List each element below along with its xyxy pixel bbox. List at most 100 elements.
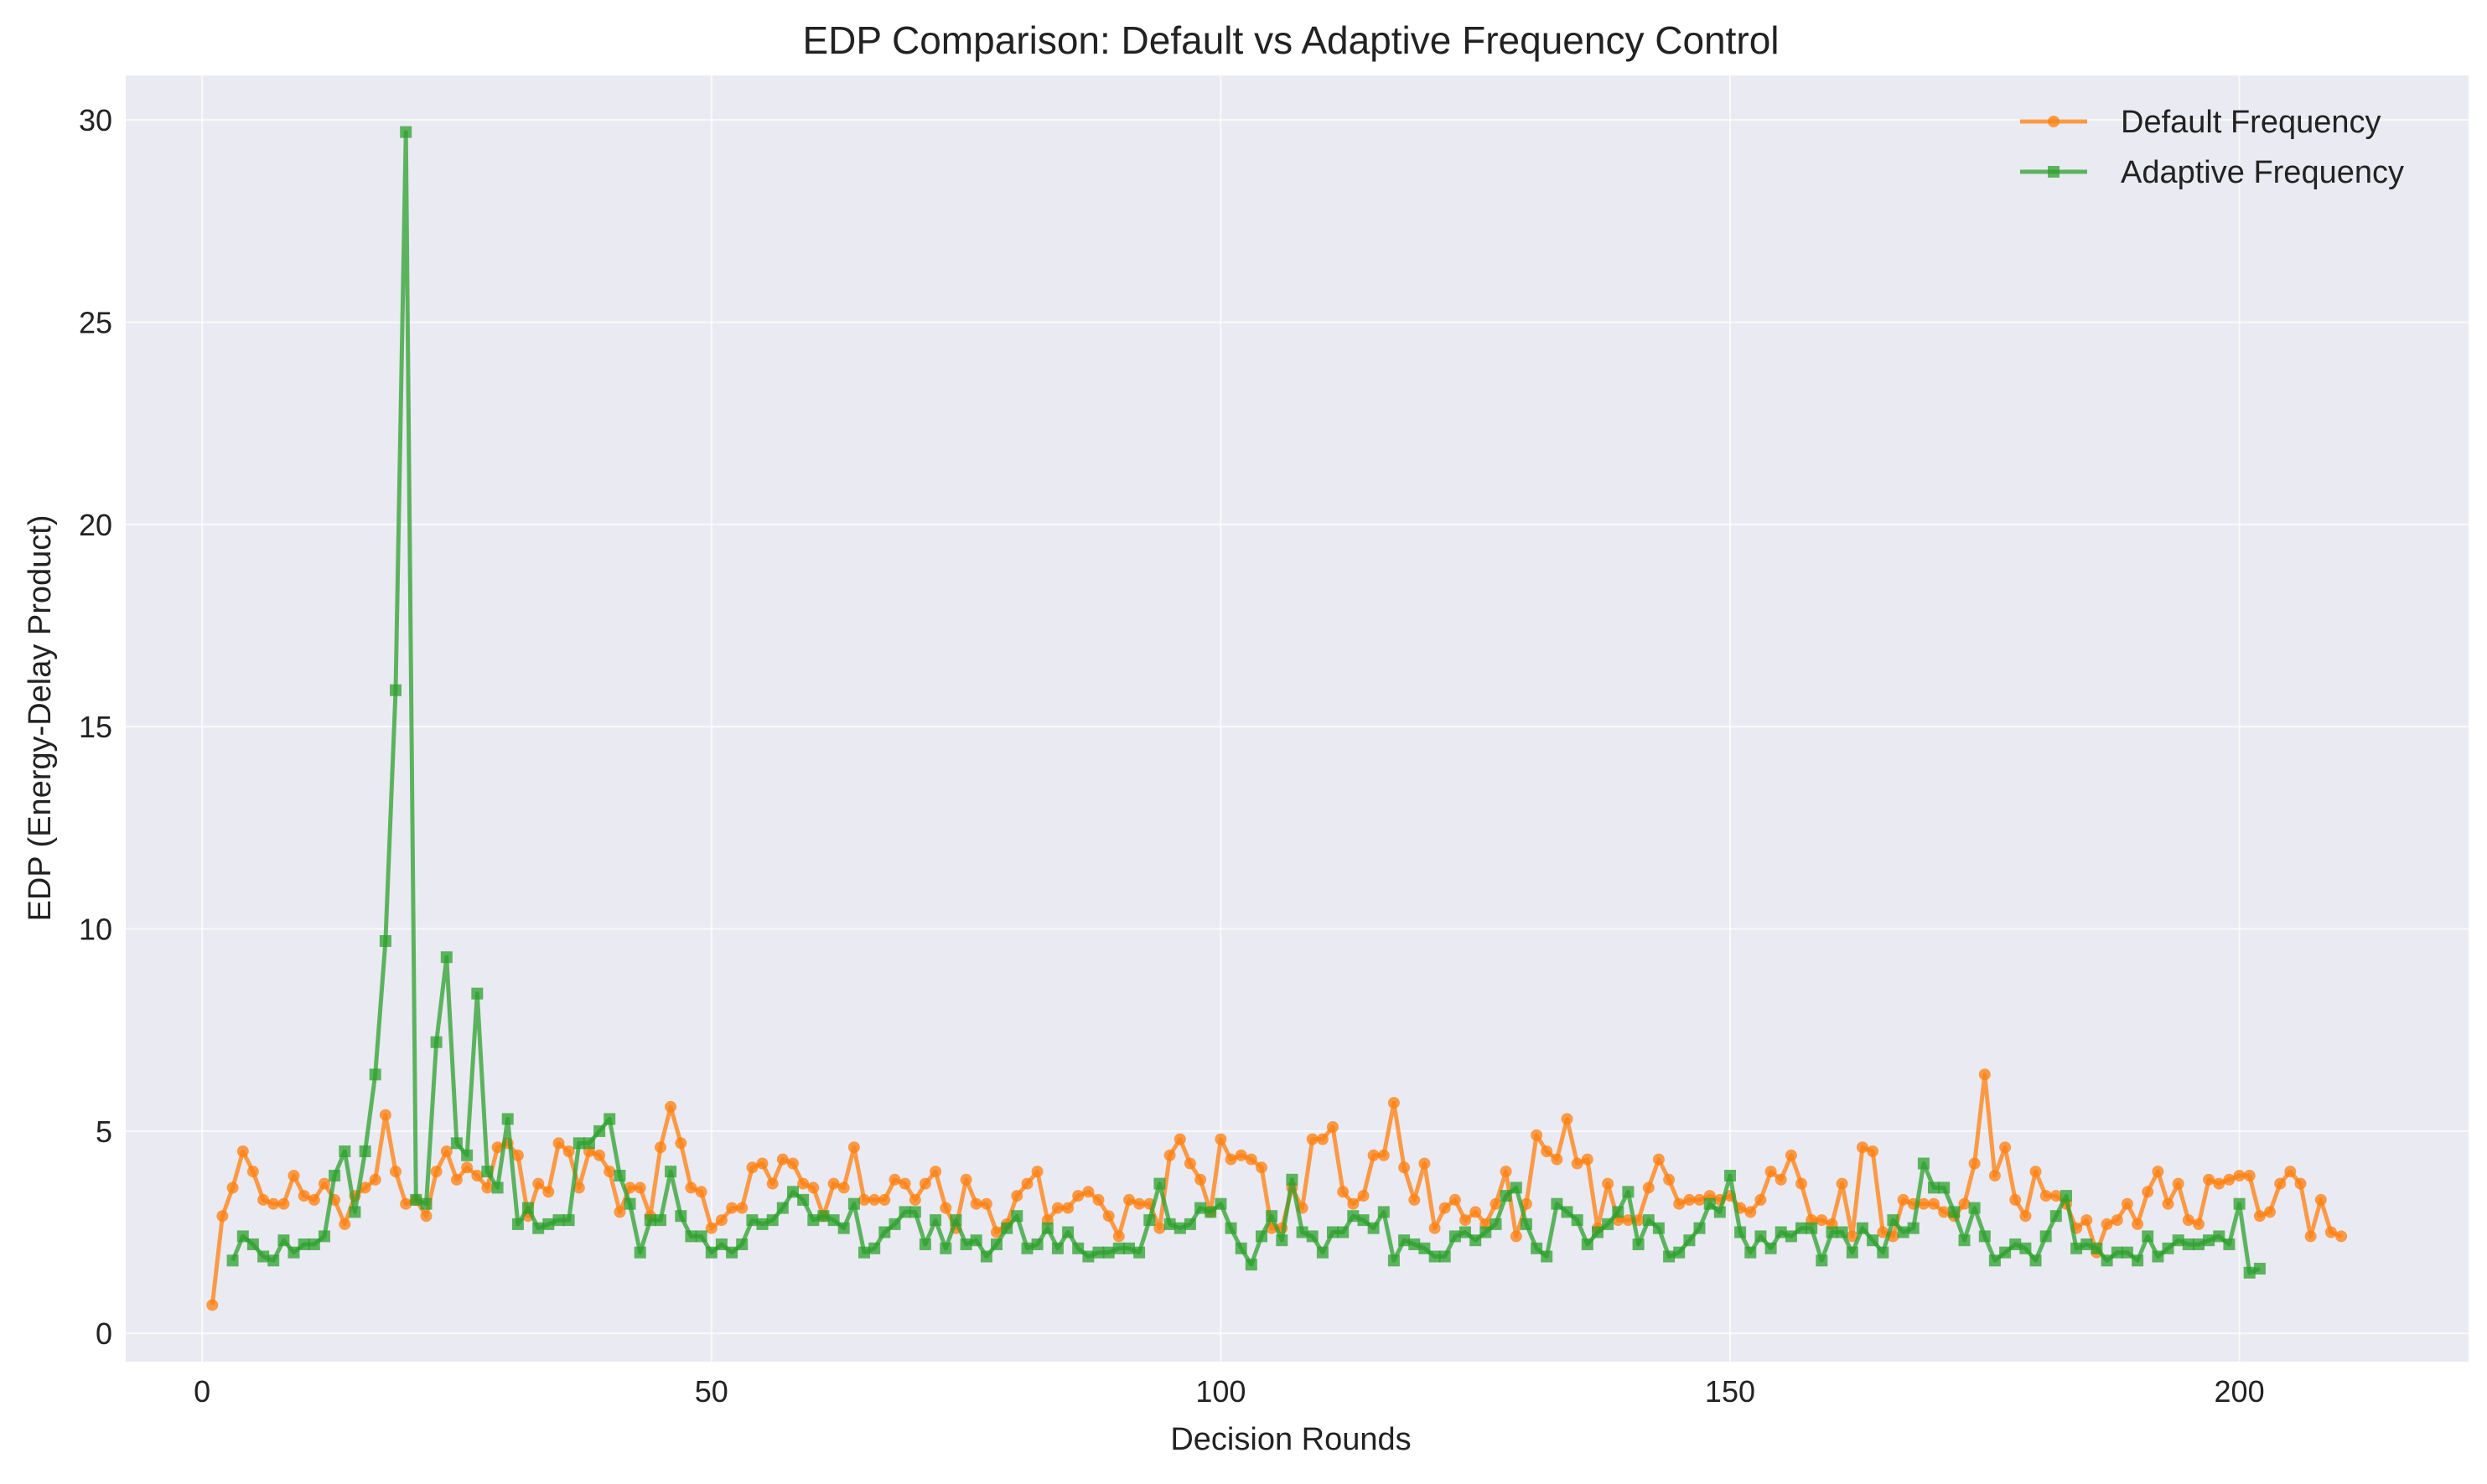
data-point-adaptive [532, 1222, 545, 1234]
data-point-adaptive [1051, 1242, 1064, 1254]
data-point-adaptive [675, 1210, 687, 1223]
data-point-adaptive [2070, 1242, 2083, 1254]
data-point-default [2172, 1177, 2184, 1190]
data-point-adaptive [2019, 1242, 2032, 1254]
data-point-default [634, 1182, 646, 1194]
data-point-adaptive [1428, 1250, 1441, 1263]
data-point-default [1988, 1170, 2001, 1182]
y-tick-label: 15 [79, 710, 112, 744]
data-point-adaptive [1327, 1226, 1339, 1238]
data-point-default [1764, 1166, 1777, 1178]
data-point-default [1082, 1186, 1095, 1198]
data-point-adaptive [2009, 1238, 2022, 1250]
data-point-default [1337, 1186, 1350, 1198]
data-point-adaptive [930, 1214, 942, 1227]
data-point-adaptive [2243, 1266, 2256, 1279]
data-point-adaptive [349, 1206, 361, 1218]
data-point-adaptive [277, 1234, 290, 1247]
data-point-adaptive [634, 1246, 646, 1259]
data-point-default [991, 1226, 1003, 1238]
data-point-adaptive [491, 1182, 504, 1194]
data-point-adaptive [298, 1238, 310, 1250]
data-point-default [319, 1177, 330, 1190]
data-point-default [1469, 1206, 1482, 1218]
data-point-default [909, 1193, 921, 1206]
data-point-adaptive [1133, 1246, 1146, 1259]
data-point-default [776, 1153, 789, 1166]
data-point-adaptive [827, 1214, 840, 1227]
data-point-default [2039, 1190, 2052, 1202]
data-point-default [1174, 1133, 1186, 1145]
data-point-default [665, 1100, 677, 1113]
data-point-adaptive [379, 935, 391, 947]
data-point-default [379, 1109, 391, 1121]
y-tick-label: 10 [79, 913, 112, 947]
data-point-default [1531, 1129, 1543, 1141]
plot-area [126, 75, 2469, 1362]
data-point-adaptive [583, 1137, 595, 1150]
data-point-adaptive [1836, 1226, 1848, 1238]
data-point-adaptive [1917, 1157, 1930, 1170]
data-point-default [1541, 1145, 1553, 1157]
data-point-adaptive [1102, 1246, 1115, 1259]
data-point-default [899, 1177, 911, 1190]
data-point-default [2223, 1173, 2236, 1186]
y-axis-title: EDP (Energy-Delay Product) [23, 514, 58, 921]
data-point-adaptive [2080, 1238, 2093, 1250]
data-point-default [1367, 1149, 1380, 1161]
data-point-adaptive [1683, 1234, 1696, 1247]
data-point-adaptive [787, 1186, 799, 1198]
data-point-default [471, 1170, 484, 1182]
data-point-adaptive [1153, 1177, 1166, 1190]
data-point-adaptive [1286, 1173, 1298, 1186]
data-point-adaptive [2091, 1242, 2103, 1254]
data-point-adaptive [970, 1234, 982, 1247]
legend-item-adaptive-frequency: Adaptive Frequency [2020, 155, 2404, 190]
data-point-default [655, 1141, 666, 1154]
data-point-adaptive [2193, 1238, 2205, 1250]
data-point-adaptive [1347, 1210, 1360, 1223]
data-point-adaptive [226, 1254, 239, 1267]
data-point-adaptive [1968, 1202, 1981, 1214]
data-point-default [450, 1173, 463, 1186]
data-point-adaptive [593, 1125, 606, 1137]
data-point-adaptive [562, 1214, 575, 1227]
data-point-default [1785, 1149, 1797, 1161]
data-point-adaptive [847, 1197, 860, 1210]
x-tick-label: 0 [194, 1374, 210, 1409]
data-point-adaptive [685, 1230, 697, 1243]
data-point-adaptive [1612, 1206, 1624, 1218]
data-point-adaptive [1418, 1242, 1431, 1254]
data-point-default [827, 1177, 840, 1190]
data-point-adaptive [1276, 1234, 1288, 1247]
data-point-default [1500, 1166, 1512, 1178]
data-point-adaptive [736, 1238, 749, 1250]
data-point-adaptive [756, 1218, 769, 1230]
data-point-default [1062, 1202, 1075, 1214]
data-point-adaptive [2213, 1230, 2225, 1243]
data-point-adaptive [1988, 1254, 2001, 1267]
data-point-adaptive [1744, 1246, 1757, 1259]
data-point-default [695, 1186, 707, 1198]
data-point-default [1754, 1193, 1767, 1206]
data-point-default [2243, 1170, 2256, 1182]
data-point-default [1846, 1230, 1858, 1243]
data-point-default [766, 1177, 779, 1190]
data-point-default [2264, 1206, 2276, 1218]
data-point-adaptive [695, 1230, 707, 1243]
data-point-default [1377, 1149, 1390, 1161]
data-point-adaptive [940, 1242, 952, 1254]
data-point-default [614, 1206, 626, 1218]
data-point-adaptive [1184, 1218, 1196, 1230]
data-point-adaptive [726, 1246, 738, 1259]
y-tick-label: 20 [79, 508, 112, 542]
data-point-adaptive [2060, 1190, 2072, 1202]
data-point-default [1999, 1141, 2012, 1154]
data-point-default [970, 1197, 982, 1210]
data-point-adaptive [440, 951, 453, 964]
data-point-adaptive [2172, 1234, 2184, 1247]
data-point-adaptive [2223, 1238, 2236, 1250]
data-point-adaptive [1775, 1226, 1787, 1238]
data-point-default [246, 1166, 259, 1178]
data-point-default [1102, 1210, 1115, 1223]
